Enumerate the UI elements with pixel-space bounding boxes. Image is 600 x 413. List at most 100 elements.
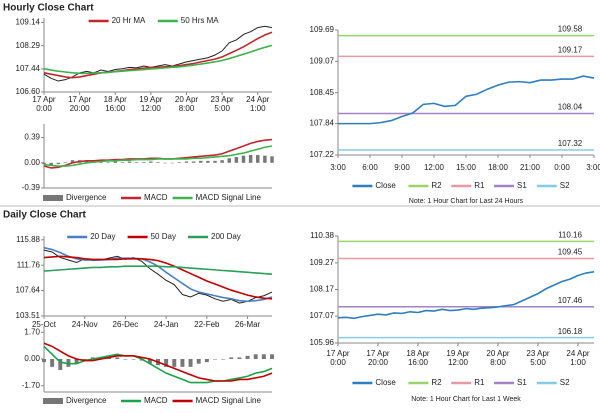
divergence-bar [142, 162, 146, 163]
x-tick-label: 17 Apr 20:00 [68, 95, 92, 113]
divergence-bar [256, 155, 260, 163]
divergence-bar [227, 158, 231, 163]
divergence-bar [204, 359, 209, 363]
divergence-bar [120, 162, 125, 163]
legend-label: R1 [474, 378, 485, 387]
x-tick-label: 23 Apr 5:00 [526, 349, 550, 367]
divergence-bar [170, 162, 174, 164]
y-tick-label: 109.07 [310, 56, 335, 65]
divergence-bar [261, 354, 266, 359]
legend-label: 20 Day [90, 232, 115, 241]
x-tick-label: 24-Nov [71, 320, 98, 329]
divergence-bar [213, 359, 217, 360]
y-tick-label: 107.07 [310, 311, 335, 320]
divergence-bar [206, 160, 210, 163]
legend-label: R1 [474, 181, 485, 190]
y-tick-label: 107.44 [16, 64, 41, 73]
x-tick-label: 19 Apr 12:00 [139, 95, 163, 113]
divergence-bar [115, 357, 120, 359]
series-line [43, 265, 273, 275]
divergence-bar [164, 359, 169, 367]
x-tick-label: 0:00 [554, 163, 570, 172]
x-tick-label: 22-Feb [194, 320, 220, 329]
divergence-bar [221, 359, 226, 360]
x-tick-label: 18:00 [487, 163, 509, 172]
series-line [43, 31, 273, 79]
divergence-bar [147, 359, 152, 364]
level-label: 106.18 [558, 327, 583, 336]
divergence-bar [74, 359, 79, 364]
level-label: 109.58 [558, 25, 583, 34]
x-tick-label: 23 Apr 5:00 [210, 95, 234, 113]
y-tick-label: 108.17 [310, 285, 335, 294]
y-tick-label: 108.29 [16, 41, 41, 50]
x-tick-label: 19 Apr 12:00 [446, 349, 470, 367]
divergence-bar [49, 162, 53, 166]
divergence-bar [127, 161, 132, 163]
x-tick-label: 20 Apr 8:00 [174, 95, 199, 113]
legend-label: S1 [517, 378, 527, 387]
divergence-bar [241, 155, 246, 163]
x-tick-label: 6:00 [362, 163, 378, 172]
x-tick-label: 18 Apr 16:00 [103, 95, 127, 113]
divergence-bar [177, 162, 182, 163]
series-line [43, 255, 273, 300]
level-label: 107.46 [558, 296, 583, 305]
divergence-bar [70, 160, 75, 163]
x-tick-label: 25-Oct [31, 320, 56, 329]
y-tick-label: 109.69 [310, 25, 335, 34]
divergence-bar [58, 359, 63, 370]
x-tick-label: 24 Apr 1:00 [246, 95, 270, 113]
divergence-bar [253, 354, 258, 359]
legend-label: MACD Signal Line [196, 193, 262, 202]
section-title: Hourly Close Chart [3, 3, 94, 14]
y-tick-label: 110.38 [310, 231, 334, 240]
y-tick-label: 111.76 [17, 260, 41, 269]
legend-label: R2 [431, 181, 442, 190]
level-label: 109.17 [558, 45, 583, 54]
divergence-bar [149, 161, 153, 163]
series-line [43, 25, 273, 82]
y-tick-label: 109.14 [16, 17, 41, 26]
divergence-bar [123, 359, 128, 360]
note: Note: 1 Hour Chart for Last 1 Week [411, 396, 521, 403]
x-tick-label: 18 Apr 16:00 [406, 349, 430, 367]
legend-label: Close [375, 378, 396, 387]
divergence-bar [248, 155, 253, 163]
x-tick-label: 9:00 [394, 163, 410, 172]
divergence-bar [85, 160, 89, 163]
legend-label: S2 [560, 378, 570, 387]
divergence-bar [180, 359, 185, 367]
divergence-bar [245, 355, 250, 359]
legend-label: Close [375, 181, 396, 190]
y-tick-label: -1.70 [22, 381, 41, 390]
x-tick-label: 17 Apr 20:00 [366, 349, 390, 367]
series-line [43, 342, 273, 382]
section-title: Daily Close Chart [3, 210, 86, 221]
series-line [338, 75, 595, 125]
x-tick-label: 17 Apr 0:00 [32, 95, 56, 113]
x-tick-label: 26-Mar [234, 320, 261, 329]
y-tick-label: 109.27 [310, 258, 335, 267]
series-line [43, 44, 273, 75]
level-label: 108.04 [558, 103, 583, 112]
divergence-bar [234, 156, 239, 163]
divergence-bar [188, 359, 193, 367]
divergence-bar [184, 161, 189, 163]
y-tick-label: 0.39 [24, 133, 40, 142]
x-tick-label: 12:00 [423, 163, 445, 172]
x-tick-label: 24-Jan [153, 320, 179, 329]
x-tick-label: 3:00 [330, 163, 346, 172]
x-tick-label: 24 Apr 1:00 [566, 349, 590, 367]
divergence-bar [237, 357, 242, 359]
y-tick-label: 115.88 [16, 235, 40, 244]
level-label: 107.32 [558, 139, 583, 148]
legend-label: 50 Hrs MA [181, 16, 219, 25]
legend-label: 50 Day [151, 232, 176, 241]
y-tick-label: 107.64 [16, 286, 41, 295]
divergence-bar [263, 155, 267, 163]
divergence-bar [63, 162, 68, 163]
legend-label: S2 [560, 181, 570, 190]
